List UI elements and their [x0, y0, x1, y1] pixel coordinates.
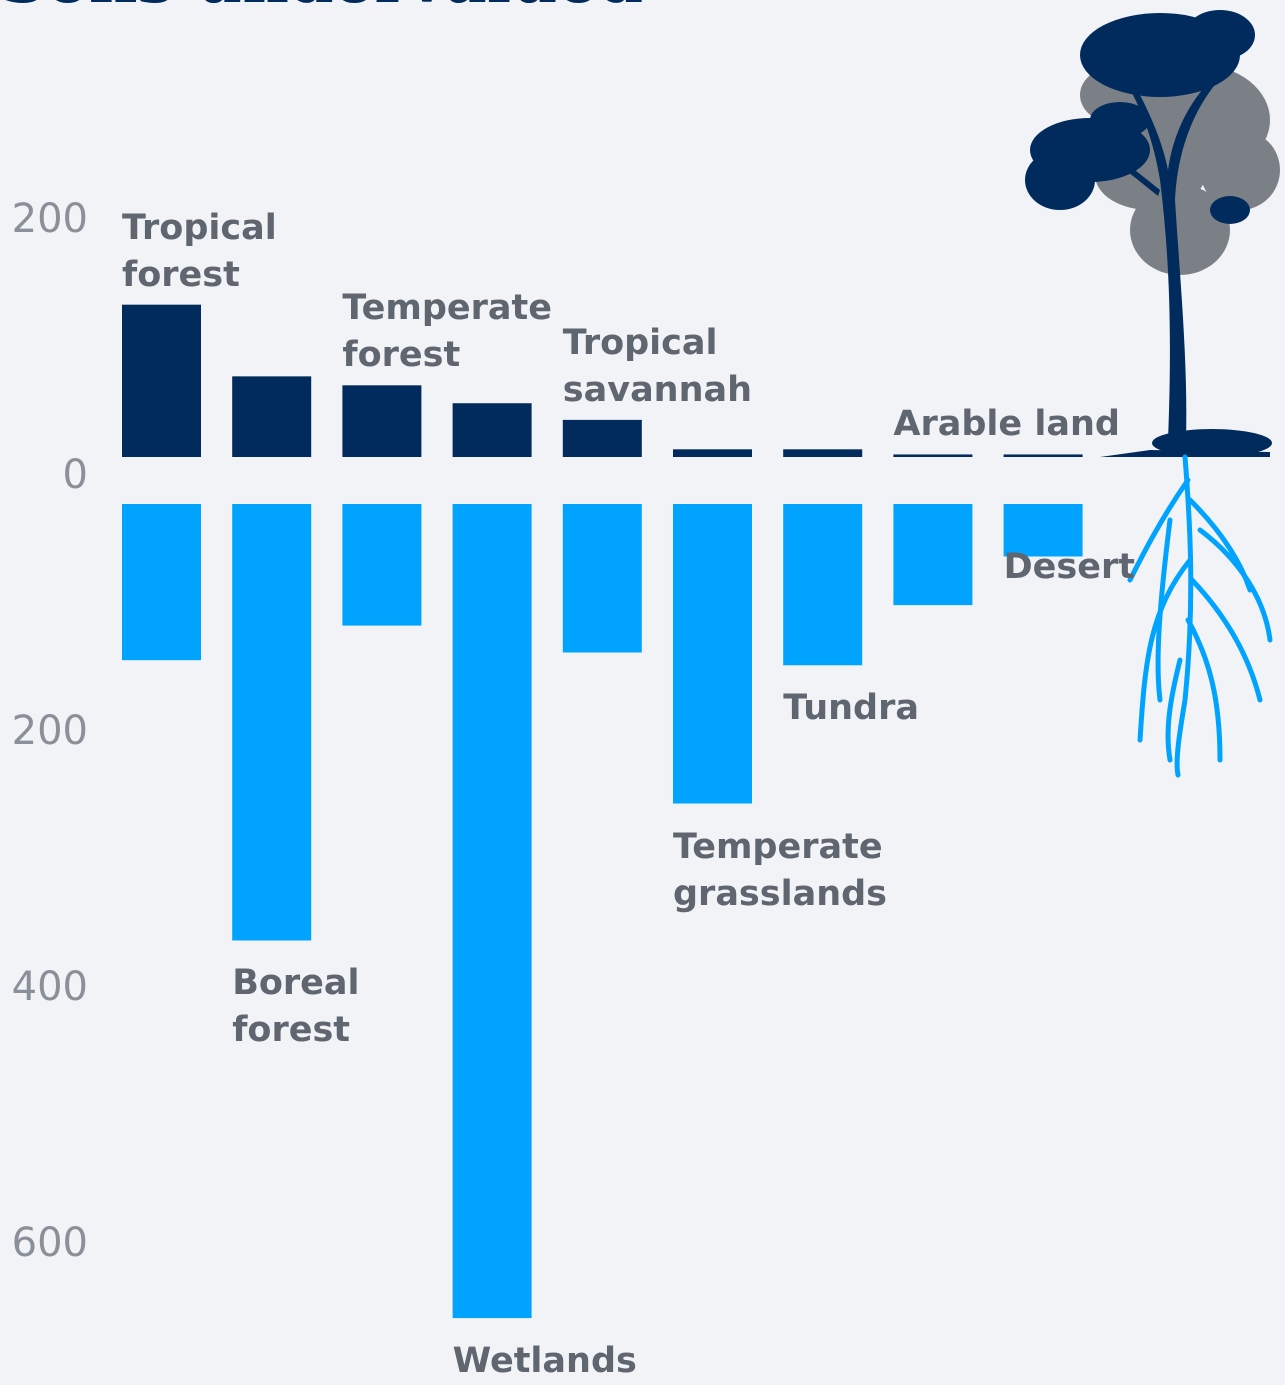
category-label: Arable land — [893, 401, 1125, 448]
bar — [1004, 454, 1083, 457]
bar — [453, 403, 532, 457]
bar — [563, 420, 642, 457]
bar — [783, 449, 862, 457]
bar — [232, 376, 311, 457]
page: Soils undervalued 0 200 200 400 600 — [0, 0, 1285, 1385]
bar — [893, 504, 972, 605]
bar — [232, 504, 311, 940]
bar — [122, 305, 201, 457]
category-label: Tundra — [783, 685, 1015, 732]
y-tick-label: 200 — [12, 196, 88, 242]
category-label: Temperate forest — [342, 285, 574, 379]
bar — [783, 504, 862, 665]
y-tick-label: 0 — [63, 452, 88, 498]
bar — [453, 504, 532, 1318]
chart-title: Soils undervalued — [0, 0, 643, 18]
category-label: Tropical savannah — [563, 320, 795, 414]
category-label: Temperate grasslands — [673, 824, 905, 918]
category-label: Tropical forest — [122, 205, 354, 299]
bar — [563, 504, 642, 652]
bar — [342, 385, 421, 457]
bar — [122, 504, 201, 660]
bar — [342, 504, 421, 626]
tree-illustration — [1025, 10, 1280, 775]
y2-tick-label: 600 — [12, 1220, 88, 1266]
bar — [673, 449, 752, 457]
y2-tick-label: 200 — [12, 708, 88, 754]
category-label: Desert — [1004, 544, 1236, 591]
category-label: Wetlands — [453, 1338, 685, 1385]
category-label: Boreal forest — [232, 960, 464, 1054]
y2-tick-label: 400 — [12, 964, 88, 1010]
bar — [893, 454, 972, 457]
bar — [673, 504, 752, 804]
